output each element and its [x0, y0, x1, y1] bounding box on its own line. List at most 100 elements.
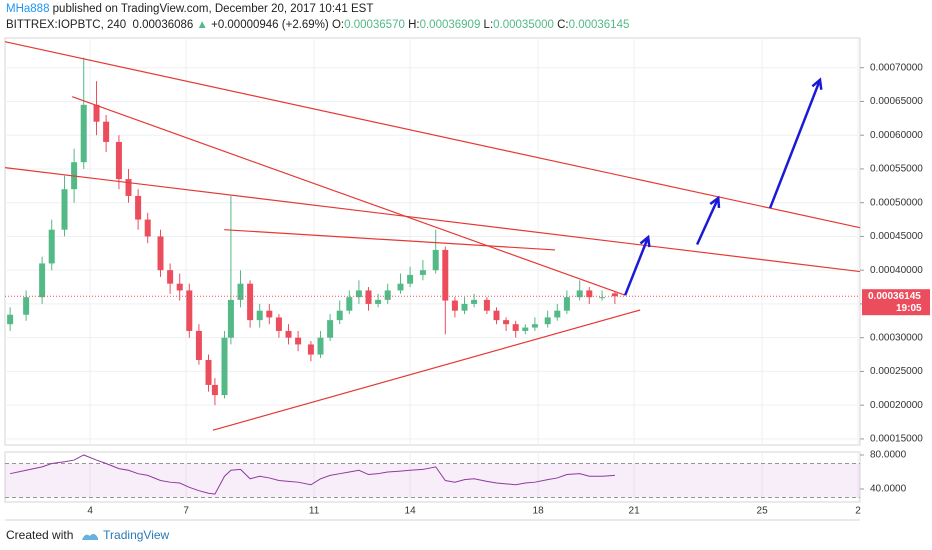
candle-body: [48, 229, 55, 264]
candle-body: [355, 290, 362, 298]
trend-line: [4, 166, 861, 273]
candle-body: [61, 189, 68, 230]
ohlc-value: 0.00036909: [419, 19, 481, 31]
author[interactable]: MHa888: [6, 3, 50, 15]
candle-body: [461, 303, 468, 311]
arrow-head: [811, 77, 823, 90]
candle-body: [266, 310, 273, 318]
y-tick-label: 0.00030000: [870, 332, 923, 343]
candle-body: [237, 283, 244, 300]
arrow: ▲: [196, 19, 208, 31]
ohlc: O:0.00036570 H:0.00036909 L:0.00035000 C…: [332, 19, 629, 31]
candle-body: [167, 270, 174, 284]
candle-body: [157, 236, 164, 271]
last: 0.00036086: [132, 19, 194, 31]
candle-body: [317, 337, 324, 355]
created: Created with: [6, 528, 74, 542]
publish-line: MHa888 published on TradingView.com, Dec…: [6, 3, 373, 15]
candle-body: [599, 297, 606, 299]
candle-body: [611, 293, 618, 297]
arrow-head: [709, 195, 721, 209]
candle-body: [384, 290, 391, 300]
x-tick-label: 25: [757, 506, 769, 517]
ohlc-key: H:: [408, 19, 420, 31]
price-pane: [4, 37, 861, 446]
y-tick-label: 0.00065000: [870, 96, 923, 107]
candle-body: [295, 337, 302, 345]
candle-body: [442, 249, 449, 301]
candle-body: [522, 327, 529, 331]
candle-body: [503, 320, 510, 325]
candle-body: [451, 300, 458, 311]
candle-body: [93, 104, 100, 122]
ohlc-key: C:: [557, 19, 569, 31]
candle-body: [544, 317, 551, 325]
y-tick-label: 0.00070000: [870, 62, 923, 73]
symbol: BITTREX:IOPBTC, 240: [6, 19, 127, 31]
candle-body: [103, 121, 110, 142]
candle-body: [275, 317, 282, 331]
candle-body: [115, 141, 122, 180]
change: +0.00000946 (+2.69%): [211, 19, 329, 31]
candle-body: [586, 290, 593, 298]
candle-body: [327, 320, 334, 338]
arrow: [768, 79, 822, 209]
ohlc-key: O:: [331, 19, 345, 31]
candle-body: [531, 324, 538, 328]
candle-body: [554, 310, 561, 318]
candle-body: [346, 297, 353, 311]
y-tick-label: 0.00020000: [870, 400, 923, 411]
ohlc-value: 0.00035000: [493, 19, 554, 31]
candle-body: [7, 314, 14, 325]
candle-body: [23, 297, 30, 315]
ohlc-value: 0.00036145: [568, 19, 630, 31]
candle-body: [80, 104, 87, 163]
x-tick-label: 2: [855, 506, 861, 517]
rsi-band-fill: [5, 463, 860, 498]
y-tick-label: 0.00025000: [870, 366, 923, 377]
candle-body: [471, 299, 478, 304]
candle-body: [221, 337, 228, 396]
candle-body: [419, 270, 426, 275]
x-tick-label: 7: [183, 506, 189, 517]
candle-body: [256, 310, 263, 321]
candle-body: [576, 290, 583, 298]
rsi-pane: [4, 451, 861, 503]
published: published on TradingView.com, December 2…: [49, 3, 374, 15]
candle-body: [125, 179, 132, 196]
y-tick-label: 0.00060000: [870, 130, 923, 141]
x-tick-label: 21: [629, 506, 641, 517]
y-tick-label: 0.00015000: [870, 434, 923, 445]
arrow-head: [639, 234, 651, 248]
candle-body: [135, 195, 142, 220]
candle-body: [211, 384, 218, 396]
candle-body: [336, 310, 343, 321]
ohlc-value: 0.00036570: [344, 19, 405, 31]
brand[interactable]: TradingView: [103, 528, 170, 542]
candle-body: [375, 299, 382, 304]
candle-body: [483, 299, 490, 311]
candle-body: [365, 290, 372, 304]
candle-body: [397, 283, 404, 291]
last-price-label: 0.00036145: [868, 291, 921, 302]
candle-body: [307, 344, 314, 355]
timer-label: 19:05: [896, 303, 922, 314]
symbol-line: BITTREX:IOPBTC, 240 0.00036086 ▲ +0.0000…: [6, 19, 629, 31]
candle-body: [205, 359, 212, 385]
candle-body: [512, 324, 519, 331]
y-tick-label: 0.00045000: [870, 231, 923, 242]
y-tick-label: 0.00050000: [870, 197, 923, 208]
candle-body: [493, 310, 500, 321]
candle-body: [144, 219, 151, 237]
candle-body: [563, 297, 570, 311]
x-tick-label: 11: [309, 506, 320, 517]
trend-line: [4, 41, 861, 229]
y-tick-label: 40.0000: [870, 484, 907, 495]
candle-body: [407, 274, 414, 284]
y-tick-label: 0.00055000: [870, 164, 923, 175]
candle-body: [39, 263, 46, 298]
candle-body: [195, 330, 202, 360]
trend-line: [71, 96, 626, 296]
